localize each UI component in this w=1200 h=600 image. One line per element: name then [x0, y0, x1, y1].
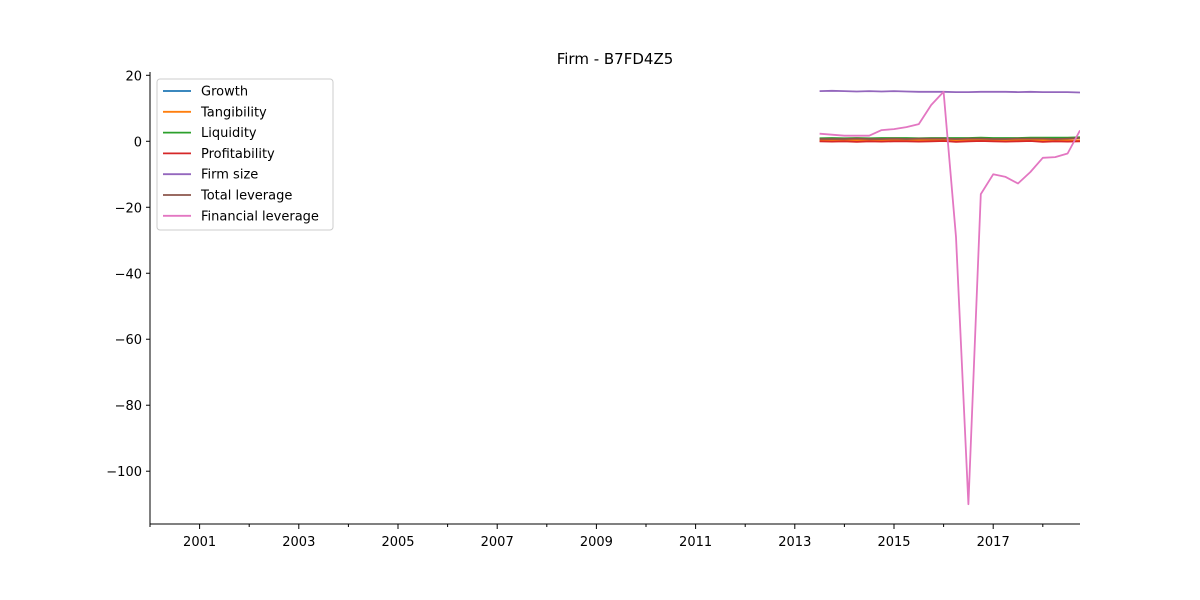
y-tick-label: −100 [106, 465, 142, 480]
x-tick-label: 2009 [580, 535, 613, 550]
series-line-financial-leverage [819, 90, 1080, 506]
x-tick-label: 2001 [183, 535, 216, 550]
axes: 20 0 −20 −40 −60 −80 −100 2001 2003 2005 2007 2009 2… [106, 69, 1080, 550]
legend-label: Total leverage [200, 189, 292, 204]
series-line-firm-size [819, 89, 1080, 94]
x-tick-label: 2003 [282, 535, 315, 550]
x-tick-label: 2015 [877, 535, 910, 550]
chart-title: Firm - B7FD4Z5 [557, 50, 674, 68]
plot-lines [819, 89, 1080, 506]
y-tick-label: 20 [125, 69, 142, 84]
legend-frame [156, 78, 334, 231]
x-tick-label: 2005 [381, 535, 414, 550]
legend-label: Firm size [201, 168, 258, 183]
legend-label: Liquidity [201, 126, 257, 141]
legend[interactable]: Growth Tangibility Liquidity Profitability F… [156, 78, 334, 231]
x-tick-label: 2013 [778, 535, 811, 550]
y-tick-label: −80 [115, 399, 142, 414]
x-tick-label: 2017 [977, 535, 1010, 550]
x-tick-label: 2011 [679, 535, 712, 550]
legend-label: Tangibility [200, 105, 267, 120]
y-tick-label: 0 [134, 135, 142, 150]
y-tick-label: −40 [115, 267, 142, 282]
legend-label: Growth [201, 85, 248, 100]
legend-label: Profitability [201, 147, 275, 162]
legend-label: Financial leverage [201, 209, 319, 224]
series-line-total-leverage [819, 137, 1080, 140]
series-line-profitability [819, 140, 1080, 143]
x-tick-label: 2007 [481, 535, 514, 550]
y-tick-label: −20 [115, 201, 142, 216]
y-tick-label: −60 [115, 333, 142, 348]
